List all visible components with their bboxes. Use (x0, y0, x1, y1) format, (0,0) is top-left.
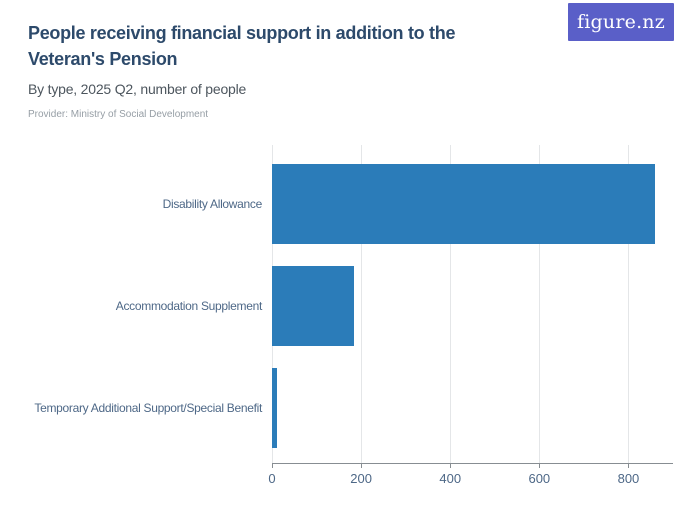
provider-note: Provider: Ministry of Social Development (28, 109, 209, 120)
bar[interactable] (272, 164, 656, 244)
x-axis-tick-label: 400 (439, 471, 462, 486)
gridline (450, 145, 452, 463)
gridline (539, 145, 541, 463)
plot-area: 0 200 400 600 800 Disability Allowance Accommo… (34, 145, 673, 486)
x-axis-tick (539, 463, 541, 468)
category-label: Temporary Additional Support/Special Ben… (34, 401, 262, 415)
x-axis-tick (450, 463, 452, 468)
category-label: Disability Allowance (162, 197, 263, 211)
gridline (361, 145, 363, 463)
x-axis-tick-label: 800 (617, 471, 640, 486)
x-axis-tick-label: 0 (268, 471, 276, 486)
x-axis-tick (361, 463, 363, 468)
chart-title: People receiving financial support in ad… (28, 23, 456, 69)
x-axis-tick-label: 600 (528, 471, 551, 486)
x-axis-tick (272, 463, 273, 468)
x-axis-tick (628, 463, 630, 468)
chart-subtitle: By type, 2025 Q2, number of people (28, 81, 247, 97)
gridline (628, 145, 630, 463)
category-label: Accommodation Supplement (115, 299, 263, 313)
figurenz-logo[interactable]: figure.nz (568, 3, 674, 41)
figurenz-logo-text: figure.nz (577, 11, 665, 33)
x-axis-tick-label: 200 (350, 471, 372, 486)
bar[interactable] (272, 266, 355, 346)
bar[interactable] (272, 368, 278, 448)
chart-header: People receiving financial support in ad… (28, 20, 488, 120)
